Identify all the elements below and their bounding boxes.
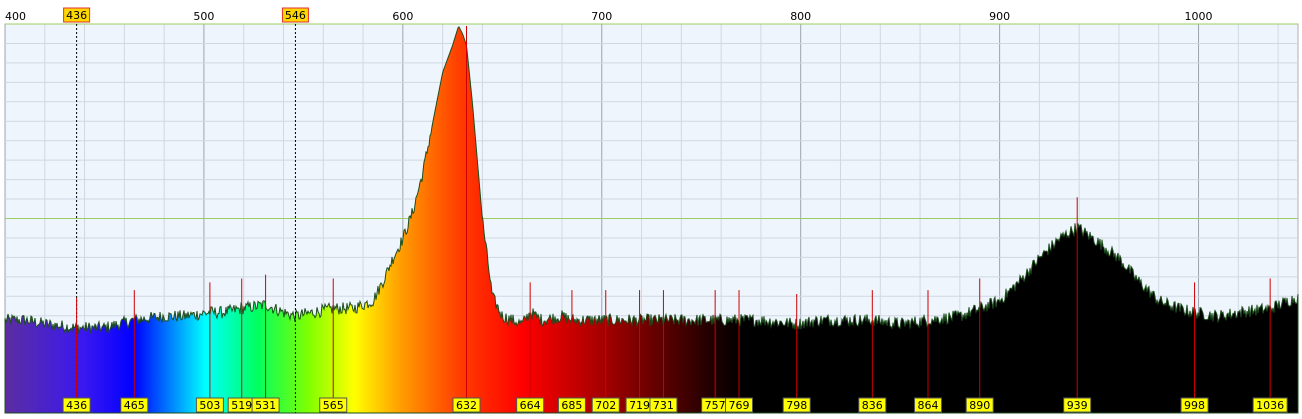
peak-label: 519 (231, 399, 252, 412)
peak-label-box (516, 397, 545, 413)
peak-label-box (725, 397, 754, 413)
spectrum-area-path (4, 26, 1299, 414)
peak-label: 664 (520, 399, 541, 412)
x-tick-label: 800 (790, 10, 811, 23)
peak-label-box (452, 397, 481, 413)
peak-lines (76, 26, 1271, 399)
peak-label: 465 (124, 399, 145, 412)
peak-label-box (1252, 397, 1288, 413)
peak-label: 836 (862, 399, 883, 412)
peak-label-box (914, 397, 943, 413)
peak-label-box (858, 397, 887, 413)
x-tick-labels: 436 546 400 500 600 700 800 900 1000 (5, 7, 1213, 23)
x-tick-label: 600 (392, 10, 413, 23)
x-tick-label: 400 (5, 10, 26, 23)
peak-label: 1036 (1256, 399, 1284, 412)
peak-label: 503 (199, 399, 220, 412)
peak-label-box (62, 397, 91, 413)
reference-label: 436 (66, 9, 87, 22)
peak-label: 798 (786, 399, 807, 412)
peak-label: 939 (1067, 399, 1088, 412)
peak-label: 998 (1184, 399, 1205, 412)
reference-label-box (281, 7, 309, 23)
peak-label-box (591, 397, 620, 413)
peak-label-box (782, 397, 811, 413)
peak-label: 719 (629, 399, 650, 412)
reference-label: 546 (285, 9, 306, 22)
peak-label: 685 (561, 399, 582, 412)
peak-label-box (649, 397, 678, 413)
peak-label: 731 (653, 399, 674, 412)
peak-label: 757 (705, 399, 726, 412)
peak-label: 436 (66, 399, 87, 412)
peak-label: 565 (323, 399, 344, 412)
peak-label: 531 (255, 399, 276, 412)
peak-label-box (120, 397, 149, 413)
peak-label: 890 (969, 399, 990, 412)
peak-label-box (251, 397, 280, 413)
peak-label: 632 (456, 399, 477, 412)
peak-label: 864 (918, 399, 939, 412)
peak-label: 769 (729, 399, 750, 412)
peak-label-box (195, 397, 224, 413)
peak-labels: 436 465 503 519 531 565 632 664 685 702 719 731 757 7… (62, 397, 1288, 413)
x-tick-label: 1000 (1185, 10, 1213, 23)
spectrum-area (4, 26, 1299, 414)
peak-label-box (965, 397, 994, 413)
peak-label-box (1063, 397, 1092, 413)
x-tick-label: 900 (989, 10, 1010, 23)
peak-label-box (557, 397, 586, 413)
x-tick-label: 700 (591, 10, 612, 23)
reference-label-box (63, 7, 91, 23)
x-tick-label: 500 (193, 10, 214, 23)
peak-label-box (1180, 397, 1209, 413)
peak-label-box (319, 397, 348, 413)
peak-label: 702 (595, 399, 616, 412)
